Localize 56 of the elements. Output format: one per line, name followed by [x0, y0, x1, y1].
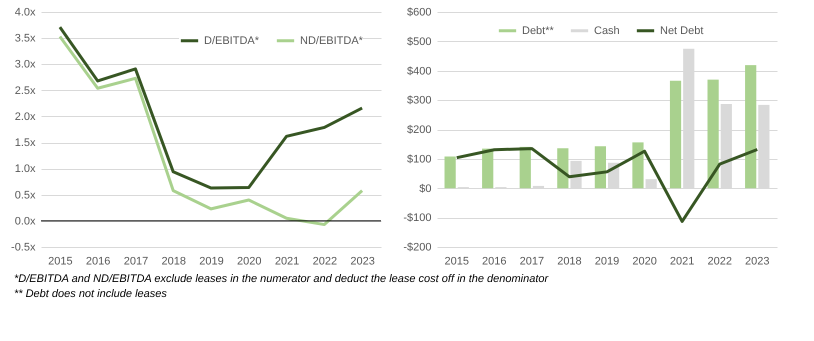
x-tick-label: 2017	[124, 256, 148, 268]
line-series	[58, 35, 364, 226]
legend-label: ND/EBITDA*	[300, 34, 364, 47]
y-tick-label: $200	[407, 124, 432, 136]
x-tick-label: 2022	[312, 256, 338, 268]
line-series	[58, 26, 364, 190]
x-tick-label: 2018	[161, 256, 186, 268]
y-tick-label: $600	[407, 6, 432, 18]
y-tick-label: -$200	[403, 242, 432, 254]
x-tick-label: 2015	[444, 256, 469, 268]
line-series	[455, 147, 759, 223]
x-tick-label: 2021	[274, 256, 300, 268]
y-tick-label: $100	[407, 153, 432, 166]
bar	[670, 80, 682, 188]
y-tick-label: 2.5x	[14, 84, 36, 97]
bar	[444, 156, 456, 188]
x-tick-label: 2020	[632, 256, 657, 268]
text: *D/EBITDA and ND/EBITDA exclude leases in the numerator and deduct the lease cost off in the denominator	[14, 272, 550, 287]
x-tick-label: 2019	[199, 256, 224, 268]
y-tick-label: $400	[407, 65, 432, 78]
x-tick-label: 2023	[745, 256, 770, 268]
bar	[482, 148, 494, 188]
text: ** Debt does not include leases	[14, 287, 168, 302]
legend-label: Net Debt	[660, 24, 704, 37]
y-tick-label: 3.0x	[14, 58, 36, 71]
x-tick-label: 2016	[86, 256, 110, 268]
bar	[632, 142, 644, 188]
legend-label: Debt**	[522, 24, 555, 37]
x-tick-label: 2020	[237, 256, 262, 268]
y-tick-label: 1.0x	[14, 163, 36, 176]
x-tick-label: 2022	[707, 256, 732, 268]
bar	[594, 146, 606, 188]
x-tick-label: 2015	[48, 256, 73, 268]
y-tick-label: $0	[419, 182, 432, 195]
x-tick-label: 2021	[670, 256, 694, 268]
y-tick-label: 2.0x	[14, 110, 36, 123]
y-tick-label: -$100	[403, 212, 432, 224]
x-tick-label: 2023	[350, 256, 375, 268]
y-tick-label: $300	[407, 94, 432, 107]
y-tick-label: 0.0x	[14, 215, 36, 228]
y-tick-label: 0.5x	[14, 189, 36, 202]
x-tick-label: 2019	[594, 256, 620, 268]
bar	[520, 146, 531, 188]
bar	[707, 80, 719, 188]
x-tick-label: 2018	[557, 256, 582, 268]
legend-label: D/EBITDA*	[204, 34, 260, 47]
x-tick-label: 2017	[520, 256, 544, 268]
bar	[557, 148, 568, 188]
y-tick-label: -0.5x	[11, 242, 36, 254]
legend-label: Cash	[594, 24, 620, 37]
x-tick-label: 2016	[482, 256, 507, 268]
y-tick-label: $500	[407, 36, 432, 48]
y-tick-label: 1.5x	[14, 137, 36, 150]
y-tick-label: 4.0x	[14, 6, 36, 18]
bar	[745, 65, 756, 188]
y-tick-label: 3.5x	[14, 32, 36, 45]
